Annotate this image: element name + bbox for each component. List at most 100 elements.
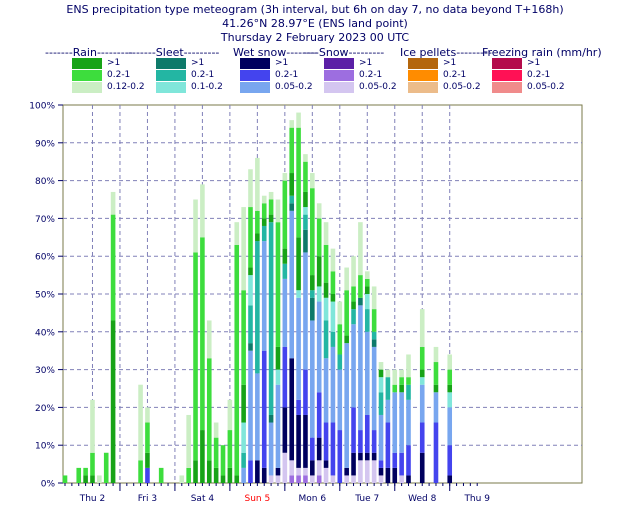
bar-segment-rain-med bbox=[200, 237, 205, 431]
bar-segment-wet-hi bbox=[371, 452, 377, 461]
bar-segment-rain-lo bbox=[296, 112, 301, 128]
bar-segment-rain-hi bbox=[316, 256, 322, 287]
bar-segment-snow-lo bbox=[371, 460, 377, 483]
bar-segment-rain-hi bbox=[213, 467, 219, 483]
bar-segment-wet-hi bbox=[447, 475, 453, 483]
bar-segment-sleet-med bbox=[255, 241, 260, 374]
legend-label: >1 bbox=[443, 58, 457, 68]
bar-segment-rain-hi bbox=[364, 286, 370, 294]
bar-segment-rain-hi bbox=[248, 267, 253, 276]
bar-segment-sleet-lo bbox=[303, 207, 308, 215]
bar-segment-rain-med bbox=[220, 445, 226, 476]
bar-segment-snow-lo bbox=[303, 467, 308, 476]
bar-segment-rain-hi bbox=[289, 173, 295, 196]
chart-date: Thursday 2 February 2023 00 UTC bbox=[220, 31, 410, 44]
bar-segment-rain-hi bbox=[241, 384, 246, 423]
bar-segment-wet-lo bbox=[358, 305, 363, 431]
bar-segment-sleet-lo bbox=[419, 377, 425, 385]
bar-segment-rain-med bbox=[110, 214, 116, 321]
bar-segment-rain-med bbox=[337, 324, 343, 355]
legend-label: 0.05-0.2 bbox=[275, 82, 313, 92]
legend-label: >1 bbox=[527, 58, 541, 68]
bar-segment-wet-hi bbox=[385, 467, 391, 483]
bar-segment-rain-med bbox=[76, 467, 82, 483]
bar-segment-rain-lo bbox=[364, 271, 370, 279]
bar-segment-wet-med bbox=[316, 392, 322, 438]
bar-segment-wet-med bbox=[399, 452, 404, 476]
bar-segment-sleet-hi bbox=[310, 297, 315, 321]
bar-segment-rain-lo bbox=[234, 222, 240, 245]
bar-segment-sleet-hi bbox=[268, 414, 274, 423]
legend-swatch bbox=[408, 82, 438, 93]
bar-segment-rain-lo bbox=[200, 184, 205, 238]
bar-segment-rain-hi bbox=[330, 294, 336, 302]
bar-segment-wet-hi bbox=[419, 452, 425, 483]
bar-segment-wet-hi bbox=[275, 467, 281, 476]
legend-label: >1 bbox=[107, 58, 121, 68]
y-tick-label: 90% bbox=[35, 139, 55, 149]
bar-segment-rain-med bbox=[186, 467, 191, 483]
legend-swatch bbox=[72, 70, 102, 81]
legend-label: 0.2-1 bbox=[359, 70, 383, 80]
bar-segment-rain-hi bbox=[90, 475, 95, 483]
bar-segment-rain-hi bbox=[110, 320, 116, 483]
legend-label: 0.05-0.2 bbox=[527, 82, 565, 92]
bar-segment-wet-med bbox=[303, 369, 308, 415]
bar-segment-wet-lo bbox=[296, 297, 301, 400]
bar-segment-rain-hi bbox=[261, 218, 267, 226]
bar-segment-rain-hi bbox=[399, 384, 404, 393]
bar-segment-rain-med bbox=[158, 467, 164, 483]
legend-swatch bbox=[240, 58, 270, 69]
bar-segment-sleet-lo bbox=[378, 377, 384, 393]
bar-segment-rain-med bbox=[103, 452, 109, 483]
bar-segment-sleet-med bbox=[406, 384, 411, 400]
bar-segment-rain-hi bbox=[447, 384, 453, 393]
bar-segment-rain-lo bbox=[330, 248, 336, 272]
legend-swatch bbox=[324, 58, 354, 69]
legend-swatch bbox=[156, 82, 186, 93]
bar-segment-rain-lo bbox=[268, 191, 274, 200]
bar-segment-sleet-lo bbox=[241, 422, 246, 453]
bar-segment-sleet-med bbox=[337, 354, 343, 370]
bar-segment-wet-lo bbox=[310, 320, 315, 438]
bar-segment-sleet-med bbox=[248, 305, 253, 344]
x-day-label: Fri 3 bbox=[138, 494, 157, 504]
legend-heading-wet-snow: Wet snow-------- bbox=[233, 46, 318, 59]
bar-segment-wet-hi bbox=[344, 467, 349, 476]
bar-segment-snow-lo bbox=[268, 475, 274, 483]
bar-segment-wet-hi bbox=[406, 475, 411, 483]
legend-label: >1 bbox=[359, 58, 373, 68]
bar-segment-rain-med bbox=[392, 384, 398, 393]
legend-swatch bbox=[156, 58, 186, 69]
bar-segment-sleet-med bbox=[303, 214, 308, 230]
bar-segment-wet-med bbox=[296, 399, 301, 415]
bar-segment-wet-med bbox=[351, 407, 356, 453]
legend-heading-sleet: -------Sleet--------- bbox=[128, 46, 220, 59]
legend-label: 0.05-0.2 bbox=[359, 82, 397, 92]
bar-segment-rain-lo bbox=[371, 286, 377, 310]
bar-segment-rain-lo bbox=[378, 362, 384, 370]
bar-segment-rain-lo bbox=[358, 222, 363, 276]
bar-segment-rain-hi bbox=[200, 430, 205, 483]
bar-segment-snow-lo bbox=[344, 475, 349, 483]
y-tick-label: 40% bbox=[35, 328, 55, 338]
bar-segment-rain-lo bbox=[206, 320, 212, 359]
bar-segment-wet-lo bbox=[447, 407, 453, 446]
bar-segment-rain-med bbox=[90, 452, 95, 476]
legend-label: 0.2-1 bbox=[527, 70, 551, 80]
y-tick-label: 80% bbox=[35, 177, 55, 187]
bar-segment-sleet-lo bbox=[296, 290, 301, 298]
bar-segment-wet-lo bbox=[344, 343, 349, 468]
bar-segment-rain-lo bbox=[310, 173, 315, 189]
bar-segment-rain-hi bbox=[310, 275, 315, 291]
legend-heading-freezing-rain: Freezing rain (mm/hr) bbox=[482, 46, 602, 59]
bar-segment-rain-lo bbox=[282, 173, 288, 181]
bar-segment-wet-med bbox=[433, 422, 439, 483]
bar-segment-rain-med bbox=[83, 467, 88, 476]
bar-segment-wet-med bbox=[364, 414, 370, 453]
bar-segment-rain-med bbox=[138, 460, 143, 483]
bar-segment-wet-hi bbox=[282, 407, 288, 453]
bar-segment-sleet-med bbox=[261, 225, 267, 242]
legend-label: >1 bbox=[275, 58, 289, 68]
bar-segment-wet-lo bbox=[378, 414, 384, 461]
